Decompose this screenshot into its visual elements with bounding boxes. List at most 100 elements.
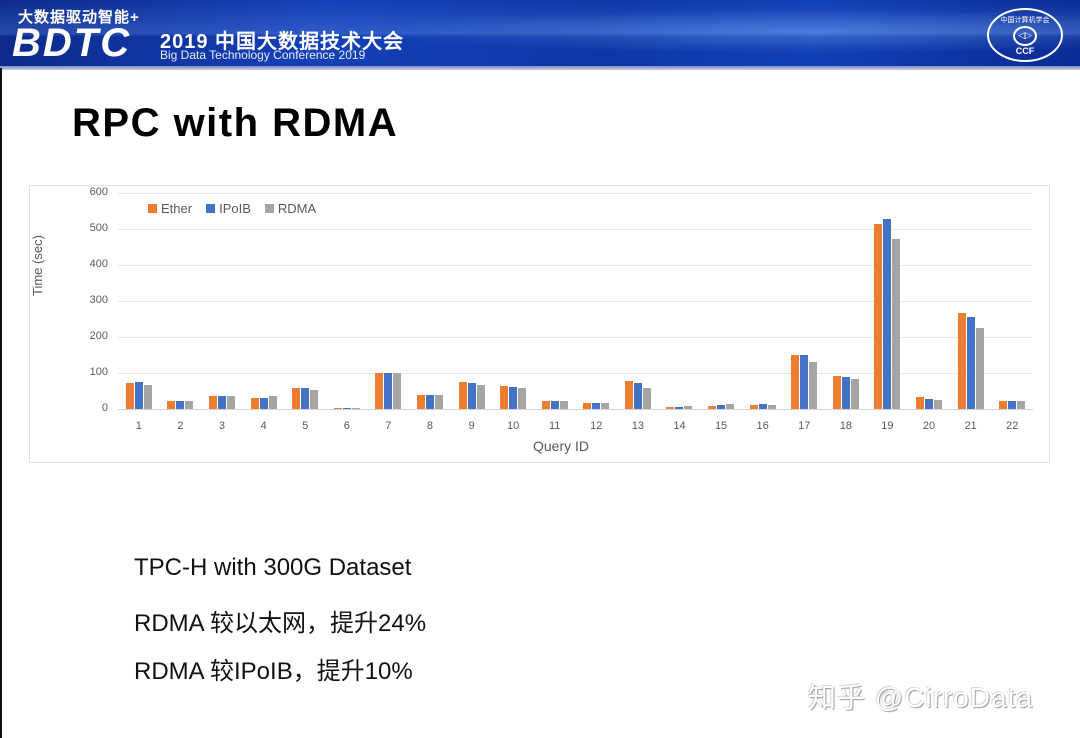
legend-label: RDMA — [277, 201, 317, 216]
plot-area — [118, 193, 1033, 410]
gridline — [118, 265, 1033, 266]
bar-ether-q21 — [957, 312, 966, 409]
bar-rdma-q7 — [393, 373, 402, 409]
x-tick-label: 16 — [756, 420, 769, 432]
y-tick-label: 100 — [89, 366, 108, 378]
bar-ether-q8 — [416, 395, 425, 409]
bar-ether-q11 — [541, 401, 550, 409]
chart-legend: Ether IPoIB RDMA — [148, 201, 316, 216]
bar-rdma-q22 — [1017, 400, 1026, 409]
bar-ipoib-q15 — [717, 405, 726, 409]
bar-rdma-q11 — [559, 401, 568, 409]
bar-rdma-q19 — [892, 239, 901, 409]
bar-ipoib-q22 — [1008, 400, 1017, 409]
bar-group-query-16 — [749, 193, 776, 409]
bar-ipoib-q10 — [509, 387, 518, 409]
x-tick-label: 11 — [548, 420, 561, 432]
bar-ipoib-q7 — [384, 373, 393, 409]
x-tick-label: 20 — [922, 420, 936, 432]
bar-group-query-8 — [416, 193, 443, 409]
legend-swatch-rdma-icon — [264, 204, 274, 213]
bar-rdma-q17 — [809, 361, 818, 409]
bar-rdma-q21 — [975, 327, 984, 409]
banner-brand: BDTC — [12, 21, 132, 65]
bar-group-query-1 — [125, 193, 152, 409]
bar-ipoib-q13 — [633, 382, 642, 409]
bar-ether-q18 — [832, 376, 841, 409]
bar-group-query-17 — [791, 193, 818, 409]
legend-label: IPoIB — [219, 201, 251, 216]
x-tick-label: 9 — [468, 420, 475, 432]
bar-rdma-q18 — [850, 379, 859, 409]
banner-conference-cn: 2019 中国大数据技术大会 — [160, 31, 405, 53]
note-vs-ipoib: RDMA 较IPoIB，提升10% — [134, 658, 413, 685]
bar-ether-q12 — [583, 402, 592, 409]
x-tick-label: 22 — [1006, 420, 1019, 432]
x-tick-label: 4 — [260, 420, 267, 432]
bar-rdma-q8 — [434, 394, 443, 409]
bar-ipoib-q18 — [841, 376, 850, 409]
y-tick-label: 500 — [89, 222, 108, 234]
y-tick-label: 600 — [89, 186, 108, 198]
bar-group-query-13 — [624, 193, 651, 409]
bar-ipoib-q3 — [217, 396, 226, 409]
bar-group-query-14 — [666, 193, 693, 409]
bar-ether-q5 — [292, 388, 301, 409]
y-tick-label: 400 — [89, 258, 108, 270]
bar-ipoib-q12 — [592, 402, 601, 409]
bar-ipoib-q11 — [550, 401, 559, 409]
x-tick-label: 19 — [881, 420, 894, 432]
banner-divider — [0, 66, 1080, 70]
gridline — [118, 373, 1033, 374]
y-tick-label: 200 — [89, 330, 108, 342]
bar-rdma-q12 — [601, 403, 610, 409]
ccf-logo-bottom-text: CCF — [1015, 45, 1035, 56]
gridline — [118, 229, 1033, 230]
x-tick-label: 14 — [673, 420, 686, 432]
bar-ether-q19 — [874, 223, 883, 409]
bar-rdma-q14 — [684, 406, 693, 409]
bar-ipoib-q14 — [675, 406, 684, 409]
bar-ether-q9 — [458, 381, 467, 409]
bar-rdma-q5 — [310, 390, 319, 409]
bar-ether-q16 — [749, 404, 758, 409]
bar-rdma-q16 — [767, 404, 776, 409]
x-tick-label: 18 — [839, 420, 852, 432]
bar-group-query-12 — [583, 193, 610, 409]
x-tick-label: 1 — [135, 420, 142, 432]
x-tick-label: 6 — [343, 420, 350, 432]
x-tick-label: 12 — [590, 420, 603, 432]
y-tick-label: 300 — [89, 294, 108, 306]
legend-label: Ether — [161, 201, 193, 216]
bar-ipoib-q16 — [758, 403, 767, 409]
banner-slogan: 大数据驱动智能+ — [18, 9, 140, 26]
ccf-logo-arrows-icon: ◁▷ — [1013, 25, 1037, 46]
x-axis-label: Query ID — [533, 438, 590, 454]
bar-group-query-5 — [292, 193, 319, 409]
note-dataset: TPC-H with 300G Dataset — [134, 554, 412, 581]
bar-rdma-q3 — [226, 396, 235, 409]
bar-ipoib-q6 — [342, 407, 351, 409]
note-vs-ethernet: RDMA 较以太网，提升24% — [134, 610, 427, 637]
gridline — [118, 193, 1033, 194]
bar-group-query-2 — [167, 193, 194, 409]
x-tick-label: 3 — [218, 420, 226, 432]
bar-group-query-4 — [250, 193, 277, 409]
x-tick-label: 15 — [714, 420, 728, 432]
bar-ether-q7 — [375, 372, 384, 409]
bar-ether-q22 — [999, 400, 1008, 409]
y-tick-label: 0 — [101, 402, 108, 414]
x-tick-label: 17 — [798, 420, 811, 432]
bar-group-query-19 — [874, 193, 901, 409]
x-tick-label: 7 — [385, 420, 392, 432]
ccf-logo-icon: 中国计算机学会 ◁▷ CCF — [987, 8, 1063, 62]
bar-ipoib-q4 — [259, 397, 268, 409]
gridline — [118, 301, 1033, 302]
legend-item-ipoib: IPoIB — [206, 201, 251, 216]
bar-ether-q17 — [791, 355, 800, 409]
bar-ipoib-q20 — [925, 398, 934, 409]
bar-group-query-20 — [916, 193, 943, 409]
bar-rdma-q4 — [268, 396, 277, 409]
bar-ether-q1 — [125, 382, 134, 409]
bar-rdma-q15 — [726, 404, 735, 409]
